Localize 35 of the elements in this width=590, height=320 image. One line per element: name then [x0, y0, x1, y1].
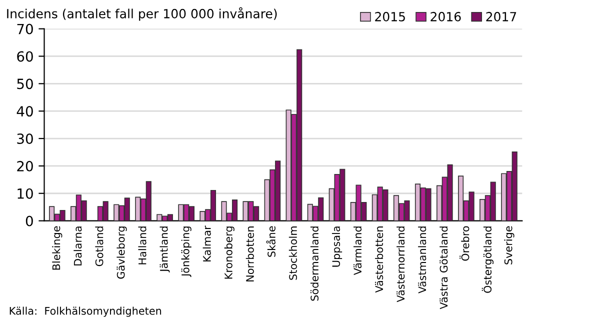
- x-tick-label: Stockholm: [288, 226, 297, 280]
- y-tick-label: 30: [17, 133, 33, 144]
- x-tick-label: Västra Götaland: [440, 226, 448, 310]
- y-tick-label: 50: [17, 78, 33, 90]
- y-axis-title: Incidens (antalet fall per 100 000 invånare): [7, 7, 277, 21]
- x-tick-label: Dalarna: [74, 226, 82, 266]
- x-tick-label: Västerbotten: [375, 226, 384, 293]
- x-tick-label: Kalmar: [202, 226, 211, 262]
- y-tick-label: 10: [18, 188, 33, 199]
- x-tick-label: Värmland: [354, 226, 362, 276]
- y-tick-label: 40: [16, 106, 33, 117]
- x-tick-label: Västernorrland: [396, 226, 405, 302]
- y-tick-label: 0: [26, 216, 33, 226]
- x-tick-label: Norrbotten: [246, 226, 254, 282]
- y-tick-label: 20: [17, 160, 33, 172]
- x-tick-label: Skåne: [266, 226, 276, 257]
- x-tick-label: Halland: [138, 226, 146, 264]
- x-tick-label: Sverige: [504, 226, 514, 264]
- legend-label: 2015: [375, 12, 405, 22]
- legend-label: 2017: [486, 12, 516, 22]
- x-tick-label: Gävleborg: [116, 226, 127, 279]
- x-tick-label: Södermanland: [310, 226, 319, 301]
- x-tick-label: Örebro: [460, 226, 470, 261]
- x-tick-label: Jämtland: [160, 226, 170, 272]
- x-tick-label: Västmanland: [418, 226, 426, 294]
- x-tick-label: Blekinge: [52, 226, 62, 270]
- x-tick-label: Östergötland: [482, 226, 494, 293]
- x-tick-label: Gotland: [95, 226, 104, 266]
- text: Källa: Folkhälsomyndigheten: [10, 306, 162, 317]
- legend-label: 2016: [430, 12, 461, 22]
- x-tick-label: Kronoberg: [224, 226, 234, 279]
- y-tick-label: 70: [17, 24, 33, 34]
- x-tick-label: Uppsala: [332, 226, 342, 267]
- y-tick-label: 60: [17, 51, 33, 62]
- x-tick-label: Jönköping: [181, 226, 192, 277]
